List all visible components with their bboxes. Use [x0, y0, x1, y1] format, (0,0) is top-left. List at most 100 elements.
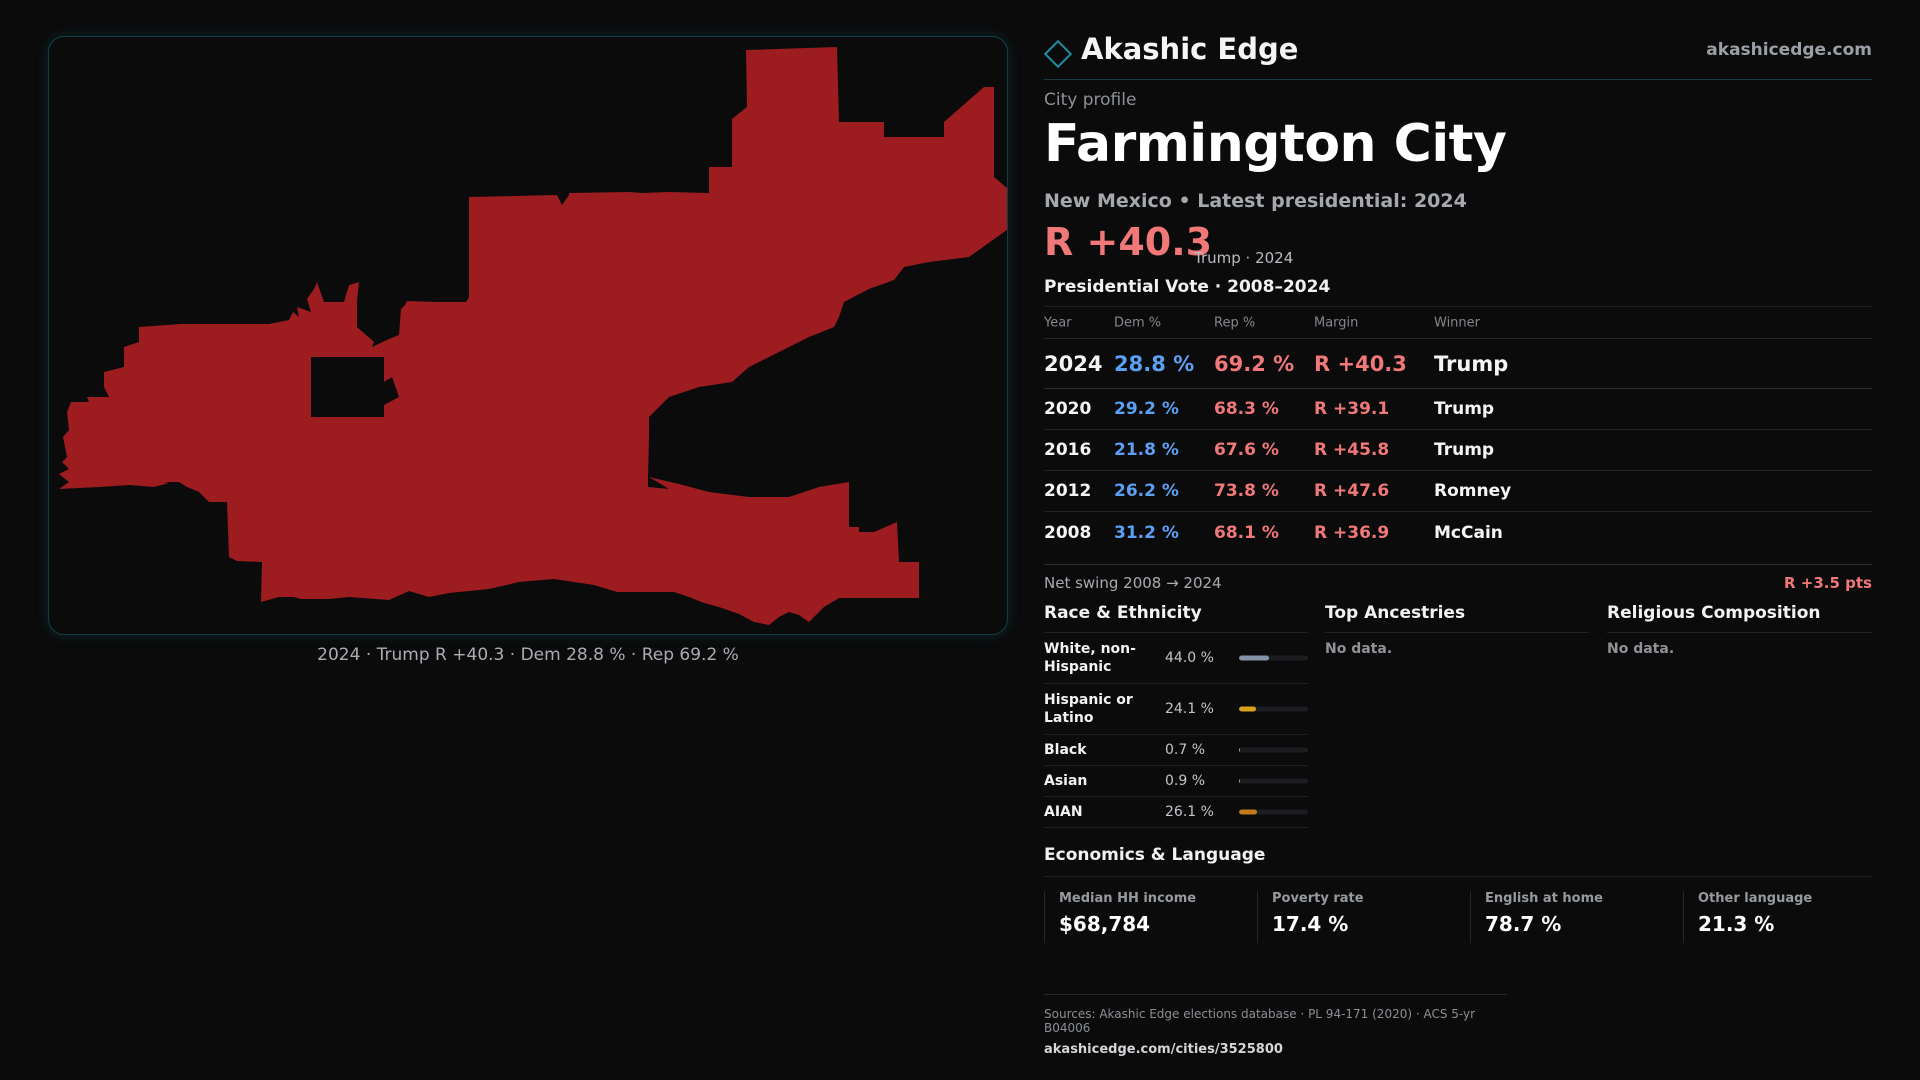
cell-year: 2016: [1044, 440, 1092, 460]
net-swing-value: R +3.5 pts: [1784, 574, 1872, 592]
race-row: Black 0.7 %: [1044, 735, 1308, 766]
race-bar: [1239, 809, 1308, 815]
map-caption: 2024 · Trump R +40.3 · Dem 28.8 % · Rep …: [317, 645, 739, 665]
headline-margin: R +40.3: [1044, 220, 1213, 264]
race-bar-fill: [1239, 706, 1256, 712]
religion-heading: Religious Composition: [1607, 600, 1872, 633]
cell-winner: Trump: [1434, 440, 1495, 460]
race-name: AIAN: [1044, 804, 1083, 820]
race-name: Black: [1044, 742, 1087, 758]
cell-year: 2012: [1044, 481, 1092, 501]
cell-margin: R +40.3: [1314, 351, 1407, 376]
stat-label: English at home: [1485, 891, 1603, 906]
race-bar-fill: [1239, 655, 1270, 661]
cell-margin: R +47.6: [1314, 481, 1390, 501]
table-header: Year Dem % Rep % Margin Winner: [1044, 307, 1872, 339]
stat-value: 78.7 %: [1485, 912, 1562, 936]
race-row: White, non-Hispanic 44.0 %: [1044, 633, 1308, 684]
stat-value: $68,784: [1059, 912, 1151, 936]
stat-card-english: English at home 78.7 %: [1470, 891, 1683, 943]
cell-winner: McCain: [1434, 522, 1503, 543]
cell-dem: 26.2 %: [1114, 481, 1179, 501]
cell-dem: 21.8 %: [1114, 440, 1179, 460]
column-header-dem: Dem %: [1114, 315, 1162, 330]
race-bar: [1239, 747, 1308, 753]
ancestries-empty-text: No data.: [1325, 641, 1393, 657]
cell-margin: R +36.9: [1314, 522, 1390, 543]
cell-margin: R +39.1: [1314, 399, 1390, 419]
stat-label: Median HH income: [1059, 891, 1197, 906]
city-boundary-map: [59, 47, 1007, 625]
cell-winner: Romney: [1434, 481, 1512, 501]
stat-label: Other language: [1698, 891, 1813, 906]
net-swing-label: Net swing 2008 → 2024: [1044, 574, 1222, 592]
column-header-margin: Margin: [1314, 315, 1359, 330]
page-title: Farmington City: [1044, 114, 1507, 174]
cell-year: 2020: [1044, 399, 1092, 419]
race-bar: [1239, 706, 1308, 712]
column-header-rep: Rep %: [1214, 315, 1256, 330]
cell-winner: Trump: [1434, 351, 1509, 376]
cell-dem: 28.8 %: [1114, 351, 1195, 376]
race-percent: 26.1 %: [1165, 804, 1214, 820]
race-name: White, non-Hispanic: [1044, 641, 1136, 675]
race-percent: 0.7 %: [1165, 742, 1206, 758]
cell-margin: R +45.8: [1314, 440, 1390, 460]
net-swing-row: Net swing 2008 → 2024 R +3.5 pts: [1044, 564, 1872, 600]
page-subtitle: New Mexico • Latest presidential: 2024: [1044, 190, 1467, 212]
race-bar: [1239, 655, 1308, 661]
race-row: Asian 0.9 %: [1044, 766, 1308, 797]
cell-dem: 29.2 %: [1114, 399, 1179, 419]
ancestries-section: Top Ancestries No data.: [1325, 600, 1589, 657]
column-header-winner: Winner: [1434, 315, 1481, 330]
cell-rep: 67.6 %: [1214, 440, 1279, 460]
religion-empty-text: No data.: [1607, 641, 1675, 657]
cell-rep: 73.8 %: [1214, 481, 1279, 501]
race-bar-fill: [1239, 747, 1241, 753]
race-percent: 24.1 %: [1165, 701, 1214, 717]
cell-winner: Trump: [1434, 399, 1495, 419]
brand-url-link[interactable]: akashicedge.com: [1706, 40, 1872, 60]
race-ethnicity-section: Race & Ethnicity White, non-Hispanic 44.…: [1044, 600, 1308, 828]
table-row: 2008 31.2 % 68.1 % R +36.9 McCain: [1044, 512, 1872, 553]
race-section-heading: Race & Ethnicity: [1044, 600, 1308, 633]
vote-section-heading: Presidential Vote · 2008–2024: [1044, 277, 1331, 297]
stat-card-other-language: Other language 21.3 %: [1683, 891, 1896, 943]
brand-name[interactable]: Akashic Edge: [1081, 32, 1299, 66]
stat-value: 21.3 %: [1698, 912, 1775, 936]
stat-card-poverty: Poverty rate 17.4 %: [1257, 891, 1470, 943]
table-row: 2020 29.2 % 68.3 % R +39.1 Trump: [1044, 389, 1872, 430]
cell-year: 2024: [1044, 351, 1103, 376]
presidential-vote-table: Year Dem % Rep % Margin Winner 2024 28.8…: [1044, 306, 1872, 553]
diamond-logo-icon: [1043, 39, 1073, 69]
city-boundary-shape: [59, 47, 1007, 625]
cell-rep: 68.3 %: [1214, 399, 1279, 419]
city-map[interactable]: [48, 36, 1008, 635]
stat-label: Poverty rate: [1272, 891, 1364, 906]
cell-rep: 69.2 %: [1214, 351, 1295, 376]
race-bar: [1239, 778, 1308, 784]
footer-sources: Sources: Akashic Edge elections database…: [1044, 1007, 1476, 1035]
headline-margin-note: Trump · 2024: [1194, 249, 1294, 267]
religion-section: Religious Composition No data.: [1607, 600, 1872, 657]
race-row: Hispanic or Latino 24.1 %: [1044, 684, 1308, 735]
footer: Sources: Akashic Edge elections database…: [1044, 994, 1507, 1057]
footer-url-link[interactable]: akashicedge.com/cities/3525800: [1044, 1042, 1283, 1057]
column-header-year: Year: [1044, 315, 1072, 330]
table-row: 2016 21.8 % 67.6 % R +45.8 Trump: [1044, 430, 1872, 471]
race-bar-fill: [1239, 778, 1241, 784]
race-percent: 0.9 %: [1165, 773, 1206, 789]
ancestries-heading: Top Ancestries: [1325, 600, 1589, 633]
table-row: 2024 28.8 % 69.2 % R +40.3 Trump: [1044, 339, 1872, 389]
economics-heading: Economics & Language: [1044, 845, 1266, 865]
race-row: AIAN 26.1 %: [1044, 797, 1308, 828]
cell-dem: 31.2 %: [1114, 522, 1179, 543]
race-percent: 44.0 %: [1165, 650, 1214, 666]
cell-rep: 68.1 %: [1214, 522, 1279, 543]
table-row: 2012 26.2 % 73.8 % R +47.6 Romney: [1044, 471, 1872, 512]
race-bar-fill: [1239, 809, 1257, 815]
brand-header: Akashic Edge akashicedge.com: [1043, 32, 1872, 80]
page-eyebrow: City profile: [1044, 90, 1137, 110]
race-name: Asian: [1044, 773, 1088, 789]
race-name: Hispanic or Latino: [1044, 692, 1133, 726]
